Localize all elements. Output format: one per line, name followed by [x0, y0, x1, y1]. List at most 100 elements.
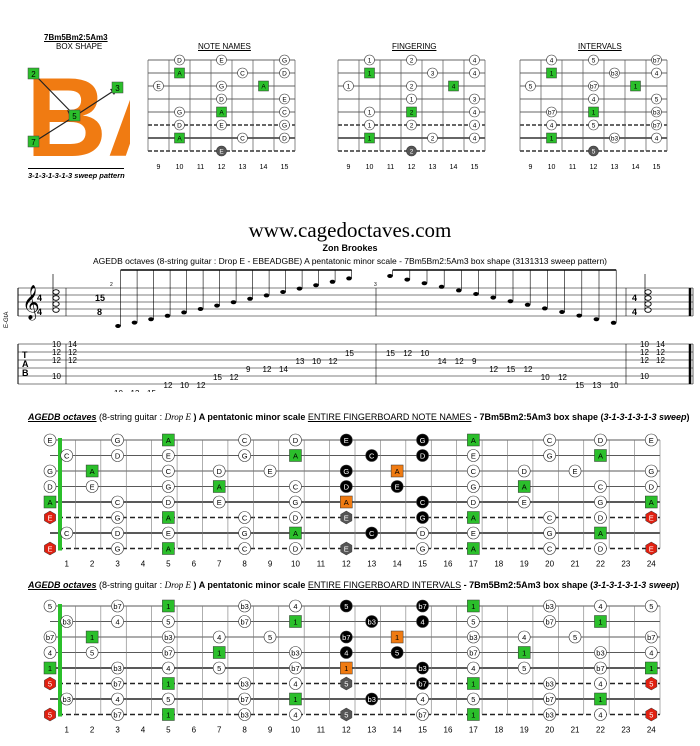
note-label: C: [547, 545, 553, 554]
scale-note-marker: [588, 93, 599, 105]
note-label: b7: [113, 602, 121, 611]
note-label: G: [293, 498, 299, 507]
scale-note-marker: [644, 480, 658, 493]
note-label: 2: [410, 149, 414, 156]
fret-number: 12: [408, 164, 416, 171]
note-label: 1: [368, 58, 372, 65]
fret-number: 7: [217, 726, 222, 735]
scale-note-marker: [365, 449, 379, 462]
fret-number: 22: [596, 726, 605, 735]
root-note-marker: [212, 480, 226, 493]
notehead: [329, 279, 336, 284]
root-note-marker: [212, 646, 226, 659]
tab-number: 12: [656, 348, 665, 357]
header-box: - 7Bm5Bm2:5Am3 box shape (: [463, 580, 594, 590]
measure-number: 2: [110, 282, 113, 288]
nut: [58, 604, 62, 717]
fret-number: 1: [64, 726, 69, 735]
scale-note-marker: [651, 132, 662, 144]
fret-number: 4: [141, 726, 146, 735]
note-label: D: [115, 452, 121, 461]
note-label: G: [165, 483, 171, 492]
fret-number: 14: [260, 164, 268, 171]
scale-note-marker: [43, 433, 57, 447]
note-label: A: [344, 498, 349, 507]
note-label: 4: [598, 602, 602, 611]
note-label: D: [282, 136, 287, 143]
scale-note-marker: [525, 80, 536, 92]
tab-number: 14: [68, 340, 77, 349]
note-label: D: [598, 514, 604, 523]
root-note-marker: [162, 599, 175, 613]
note-label: 4: [473, 136, 477, 143]
root-note-marker: [162, 677, 175, 690]
fretboard-intervals-header: AGEDB octaves (8-string guitar : Drop E …: [28, 580, 679, 590]
note-label: A: [598, 452, 603, 461]
scale-note-marker: [546, 119, 557, 131]
scale-note-marker: [406, 145, 417, 157]
note-label: b3: [368, 695, 376, 704]
note-label: G: [598, 498, 604, 507]
tab-clef-letter: T: [22, 350, 28, 360]
fret-number: 12: [342, 560, 351, 569]
note-label: D: [420, 452, 426, 461]
note-label: G: [282, 123, 287, 130]
root-note-marker: [517, 646, 531, 659]
fret-number: 15: [418, 726, 427, 735]
note-label: 4: [473, 123, 477, 130]
note-label: 4: [655, 71, 659, 78]
note-label: A: [395, 467, 400, 476]
notehead: [593, 317, 600, 322]
scale-note-marker: [609, 67, 620, 79]
note-label: A: [471, 436, 476, 445]
root-note-marker: [517, 480, 531, 493]
scale-note-marker: [111, 542, 124, 555]
note-label: 5: [471, 618, 475, 627]
tab-number: 10: [312, 357, 321, 366]
scale-note-marker: [339, 599, 353, 613]
tab-number: 12: [230, 373, 239, 382]
header-box: - 7Bm5Bm2:5Am3 box shape (: [473, 412, 604, 422]
note-label: 2: [410, 110, 414, 117]
fret-number: 13: [367, 560, 376, 569]
scale-note-marker: [43, 480, 57, 493]
scale-note-marker: [238, 542, 251, 555]
note-label: E: [573, 467, 578, 476]
note-label: G: [343, 467, 349, 476]
scale-note-marker: [517, 661, 531, 675]
fret-number: 8: [242, 560, 247, 569]
scale-note-marker: [238, 692, 251, 706]
scale-note-marker: [43, 646, 57, 659]
tab-number: 9: [472, 357, 477, 366]
scale-note-marker: [263, 630, 277, 644]
note-label: G: [242, 529, 248, 538]
note-label: 4: [473, 58, 477, 65]
scale-note-marker: [279, 67, 290, 79]
scale-note-marker: [279, 106, 290, 118]
note-label: C: [293, 483, 299, 492]
svg-text:5: 5: [72, 112, 77, 121]
note-label: C: [240, 136, 245, 143]
tab-number: 12: [68, 348, 77, 357]
note-label: E: [156, 84, 161, 91]
scale-note-marker: [339, 480, 353, 493]
note-label: 5: [217, 664, 221, 673]
scale-note-marker: [543, 692, 556, 706]
header-drop: Drop E: [164, 580, 192, 590]
note-label: b7: [548, 110, 556, 117]
note-label: G: [219, 84, 224, 91]
fret-number: 11: [569, 164, 576, 171]
notehead: [131, 320, 138, 325]
note-label: A: [217, 483, 222, 492]
note-label: b7: [469, 649, 477, 658]
root-note-marker: [594, 449, 607, 462]
notehead: [181, 310, 187, 315]
note-label: 4: [550, 58, 554, 65]
root-note-marker: [467, 542, 480, 555]
tab-number: 13: [131, 389, 140, 392]
note-label: 4: [420, 695, 424, 704]
chord-notehead: [52, 307, 60, 313]
scale-note-marker: [43, 630, 57, 644]
note-label: 3: [431, 71, 435, 78]
note-label: 5: [48, 711, 52, 720]
